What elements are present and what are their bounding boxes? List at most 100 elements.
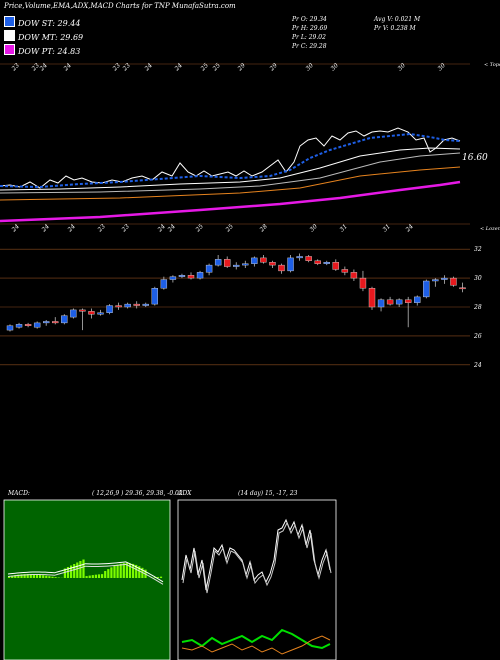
adx-label: ADX <box>178 490 192 497</box>
ema-top-date-label: 25 <box>199 62 210 73</box>
ema-st-line <box>0 132 461 189</box>
legend-dow-st: DOW ST: 29.44 <box>4 16 80 28</box>
candle-body <box>450 277 457 286</box>
macd-histogram-bar <box>42 575 45 578</box>
ema-top-date-label: 30 <box>304 62 314 72</box>
candle-body <box>214 259 222 266</box>
candle-body <box>242 263 249 266</box>
macd-histogram-bar <box>119 563 122 578</box>
candle-body <box>377 299 385 308</box>
macd-histogram-bar <box>63 568 66 578</box>
macd-signal-line <box>7 563 164 585</box>
candle-body <box>323 262 330 264</box>
ema-top-date-label: 30 <box>396 62 406 72</box>
macd-histogram-bar <box>29 574 32 578</box>
macd-histogram-bar <box>138 566 141 578</box>
ema-close-line <box>0 127 461 189</box>
macd-histogram-bar <box>48 576 51 578</box>
macd-histogram-bar <box>159 576 163 578</box>
macd-histogram-bar <box>11 575 14 578</box>
ema-orange-line <box>0 166 461 201</box>
quote-high: Pr H: 29.69 <box>292 25 328 32</box>
candle-body <box>142 303 149 306</box>
ema-top-date-label: 23 <box>10 62 21 73</box>
ema-bottom-date-label: 28 <box>258 223 269 234</box>
ema-bottom-date-label: 25 <box>194 223 205 234</box>
macd-histogram-bar <box>32 574 35 578</box>
candle-body <box>359 277 367 289</box>
macd-histogram-bar <box>23 574 26 578</box>
ema-top-date-label: 23 <box>121 62 132 73</box>
macd-histogram-bar <box>91 575 94 578</box>
ema-top-date-label: 24 <box>173 62 184 73</box>
macd-histogram-bar <box>45 575 48 578</box>
macd-histogram-bar <box>35 574 39 578</box>
macd-histogram-bar <box>76 562 79 578</box>
macd-params: ( 12,26,9 ) 29.36, 29.38, -0.02 <box>92 490 183 497</box>
candle-body <box>33 322 41 328</box>
legend-swatch-pt <box>4 44 15 55</box>
macd-histogram-bar <box>8 576 11 578</box>
candle-body <box>341 269 349 273</box>
ema-right-bottom-label: < Lozeno <box>480 226 500 232</box>
adx-params: (14 day) 15, -17, 23 <box>238 490 298 497</box>
candle-body <box>432 279 439 282</box>
legend-dow-mt: DOW MT: 29.69 <box>4 30 83 42</box>
macd-histogram-bar <box>113 565 116 578</box>
macd-panel <box>3 499 171 660</box>
macd-histogram-bar <box>39 574 42 578</box>
ema-bottom-date-label: 24 <box>10 223 21 234</box>
chart-title: Price,Volume,EMA,ADX,MACD Charts for TNP… <box>4 2 236 10</box>
candle-body <box>223 259 231 267</box>
candle-body <box>79 309 86 312</box>
candle-body <box>314 260 321 264</box>
legend-label-mt: DOW MT: 29.69 <box>18 33 84 42</box>
price-y-tick-label: 30 <box>474 275 482 282</box>
macd-histogram-bar <box>70 565 73 578</box>
ema-mt-line <box>0 147 461 191</box>
ema-bottom-date-label: 23 <box>120 223 131 234</box>
legend-label-st: DOW ST: 29.44 <box>18 19 81 28</box>
macd-histogram-bar <box>17 574 20 578</box>
candle-body <box>350 272 358 279</box>
quote-volume: Pr V: 0.238 M <box>374 25 416 32</box>
macd-histogram-bar <box>94 574 97 578</box>
candle-body <box>233 264 240 267</box>
candle-body <box>160 279 168 289</box>
candle-body <box>305 256 312 261</box>
candle-body <box>269 262 276 266</box>
ema-bottom-date-label: 24 <box>66 223 77 234</box>
macd-histogram-bar <box>122 563 125 578</box>
candle-body <box>260 257 267 263</box>
candle-body <box>15 324 23 328</box>
candle-body <box>287 257 294 272</box>
macd-histogram-bar <box>20 574 23 578</box>
candle-body <box>61 315 68 324</box>
candle-body <box>133 303 140 306</box>
quote-low: Pr L: 29.02 <box>292 34 326 41</box>
macd-histogram-bar <box>79 561 82 578</box>
candle-body <box>52 321 59 324</box>
macd-histogram-bar <box>88 575 91 578</box>
candle-body <box>251 257 258 264</box>
ema-right-top-label: < Topo <box>484 62 500 68</box>
macd-histogram-bar <box>85 576 88 578</box>
candle-body <box>88 311 95 315</box>
ema-bottom-date-label: 30 <box>308 223 318 233</box>
quote-avg-volume: Avg V: 0.021 M <box>374 16 421 23</box>
candle-body <box>441 277 448 280</box>
legend-swatch-mt <box>4 30 15 41</box>
ema-bottom-date-label: 24 <box>404 223 415 234</box>
candle-body <box>124 303 131 308</box>
macd-histogram-bar <box>104 571 107 578</box>
ema-bottom-date-label: 31 <box>338 223 348 233</box>
candle-body <box>386 299 394 305</box>
macd-histogram-bar <box>135 564 138 578</box>
candle-body <box>332 262 339 270</box>
legend-dow-pt: DOW PT: 24.83 <box>4 44 80 56</box>
adx-di-minus-line <box>181 635 331 655</box>
ema-top-date-label: 24 <box>38 62 49 73</box>
candle-body <box>169 276 177 280</box>
ema-price-label: 16.60 <box>462 153 488 163</box>
